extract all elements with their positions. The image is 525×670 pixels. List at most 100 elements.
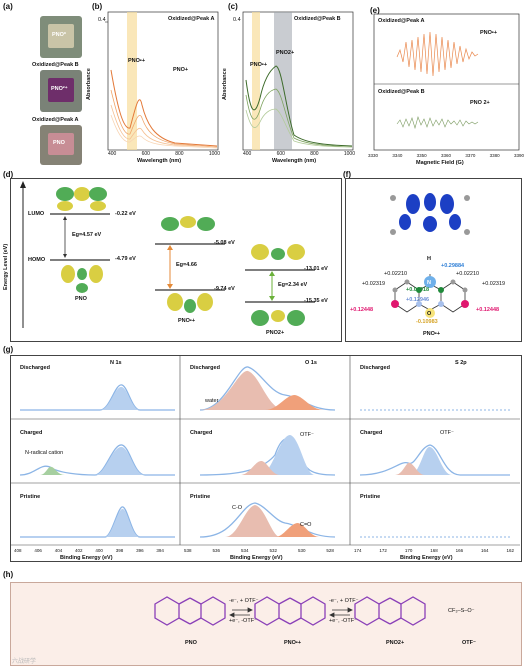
charge-c2: +0.12946 xyxy=(406,297,430,303)
chart-title: Oxidized@Peak B xyxy=(294,16,341,22)
vial-label: PNO²⁺ xyxy=(51,86,68,92)
charge-lp: +0.12448 xyxy=(350,307,374,313)
energy-levels xyxy=(20,181,315,328)
absorbance-chart-b xyxy=(105,11,219,151)
arrow1-top: -e⁻, + OTF⁻ xyxy=(229,598,259,604)
vial-photo-pristine: PNO* xyxy=(40,16,82,58)
energy-diagram xyxy=(10,178,342,342)
arrow2-bot: +e⁻, -OTF⁻ xyxy=(329,618,357,624)
panel-label-c: (c) xyxy=(228,2,238,11)
pno2-homo: -15.35 eV xyxy=(304,298,328,304)
homo-label: HOMO xyxy=(28,257,46,263)
h-atom: H xyxy=(427,256,431,262)
x-ticks: 400 600 800 1000 xyxy=(243,151,355,157)
scheme-pno2: PNO2+ xyxy=(386,640,405,646)
scheme-pno1: PNO•+ xyxy=(284,640,302,646)
watermark: 六战研学 xyxy=(12,659,37,665)
charge-l2: +0.02319 xyxy=(362,281,386,287)
pno-gap: Eg=4.57 eV xyxy=(72,232,102,238)
pno2-lumo: -13.01 eV xyxy=(304,266,328,272)
panel-label-h: (h) xyxy=(3,570,14,579)
row-pristine-o: Pristine xyxy=(190,494,211,500)
vial-label: PNO xyxy=(53,140,65,146)
pno-homo: -4.79 eV xyxy=(115,256,136,262)
chart-title: Oxidized@Peak A xyxy=(168,16,215,22)
cf3-structure: CF₃–S–O⁻ xyxy=(448,608,475,614)
charge-rp: +0.12448 xyxy=(476,307,500,313)
s-ticks: 174 172 170 168 166 164 162 xyxy=(354,548,514,553)
charge-panel xyxy=(345,178,522,342)
molecule-diagram xyxy=(390,193,470,318)
pno1-gap: Eg=4.66 xyxy=(176,262,197,268)
xps-spectra xyxy=(10,355,520,546)
pno1-lumo: -5.08 eV xyxy=(214,240,235,246)
charge-c1: +0.04918 xyxy=(406,287,430,293)
row-charged-n: Charged xyxy=(20,430,43,436)
absorbance-chart-c xyxy=(242,11,354,151)
charge-o: -0.10983 xyxy=(416,319,438,325)
annot-otf-s: OTF⁻ xyxy=(440,430,454,436)
annot-radical: N-radical cation xyxy=(25,450,64,456)
epr-label-a: PNO•+ xyxy=(480,30,498,36)
row-charged-o: Charged xyxy=(190,430,213,436)
epr-chart xyxy=(373,13,520,151)
vial-label: PNO* xyxy=(52,32,67,38)
epr-label-b: PNO 2+ xyxy=(470,100,490,106)
panel-label-b: (b) xyxy=(92,2,103,11)
pno-label: PNO+ xyxy=(173,67,189,73)
xlabel-o: Binding Energy (eV) xyxy=(230,555,283,561)
energy-axis-label: Energy Level (eV) xyxy=(3,243,9,290)
o-ticks: 538 536 534 532 530 528 xyxy=(184,548,334,553)
xps-title-s: S 2p xyxy=(455,360,467,366)
vial-photo-peak-a: PNO xyxy=(40,125,82,165)
epr-title-a: Oxidized@Peak A xyxy=(378,18,425,24)
pno1-homo: -9.74 eV xyxy=(214,286,235,292)
panel-label-e: (e) xyxy=(370,6,380,15)
xps-title-o: O 1s xyxy=(305,360,317,366)
pno2-name: PNO2+ xyxy=(266,330,285,336)
annot-otf-o: OTF⁻ xyxy=(300,432,314,438)
y-axis-label: Absorbance xyxy=(86,68,92,100)
panel-label-d: (d) xyxy=(3,170,14,179)
xlabel-s: Binding Energy (eV) xyxy=(400,555,453,561)
vial-photo-peak-b: PNO²⁺ xyxy=(40,70,82,112)
panel-label-a: (a) xyxy=(3,2,13,11)
y-axis-label: Absorbance xyxy=(222,68,228,100)
pno2-gap: Eg=2.34 eV xyxy=(278,282,308,288)
x-axis-label: Wavelength (nm) xyxy=(272,158,317,164)
x-axis-label: Wavelength (nm) xyxy=(137,158,182,164)
charge-n: +0.29884 xyxy=(441,263,465,269)
row-discharged-s: Discharged xyxy=(360,365,390,371)
x-ticks: 400 600 800 1000 xyxy=(108,151,220,157)
pno-name: PNO xyxy=(75,296,87,302)
charge-r1: +0.02210 xyxy=(456,271,480,277)
arrow2-top: -e⁻, + OTF⁻ xyxy=(329,598,359,604)
row-discharged-o: Discharged xyxy=(190,365,220,371)
n-ticks: 408 406 404 402 400 398 396 394 xyxy=(14,548,164,553)
caption-oxidized-b: Oxidized@Peak B xyxy=(32,62,79,68)
ytick: 0.4 xyxy=(233,17,241,23)
annot-water: water xyxy=(205,398,219,404)
panel-label-f: (f) xyxy=(343,170,351,179)
charge-l1: +0.02210 xyxy=(384,271,408,277)
pno-lumo: -0.22 eV xyxy=(115,211,136,217)
xlabel-n: Binding Energy (eV) xyxy=(60,555,113,561)
scheme-otf: OTF⁻ xyxy=(462,640,476,646)
spin-density xyxy=(390,193,470,235)
ytick: 0.4 xyxy=(98,17,106,23)
caption-oxidized-a: Oxidized@Peak A xyxy=(32,117,79,123)
reaction-structures xyxy=(154,596,426,626)
row-discharged-n: Discharged xyxy=(20,365,50,371)
peak-label: PNO•+ xyxy=(128,58,146,64)
x-axis-label: Magnetic Field (G) xyxy=(416,160,464,166)
lumo-label: LUMO xyxy=(28,211,45,217)
row-pristine-n: Pristine xyxy=(20,494,41,500)
x-ticks: 3330 3340 3350 3360 3370 3380 3390 xyxy=(368,153,524,158)
annot-ceo: C=O xyxy=(300,522,312,528)
o-atom: O xyxy=(427,311,432,317)
annot-co: C-O xyxy=(232,505,243,511)
charge-r2: +0.02319 xyxy=(482,281,506,287)
epr-title-b: Oxidized@Peak B xyxy=(378,89,425,95)
peak-label-1: PNO•+ xyxy=(250,62,268,68)
arrow1-bot: +e⁻, -OTF⁻ xyxy=(229,618,257,624)
